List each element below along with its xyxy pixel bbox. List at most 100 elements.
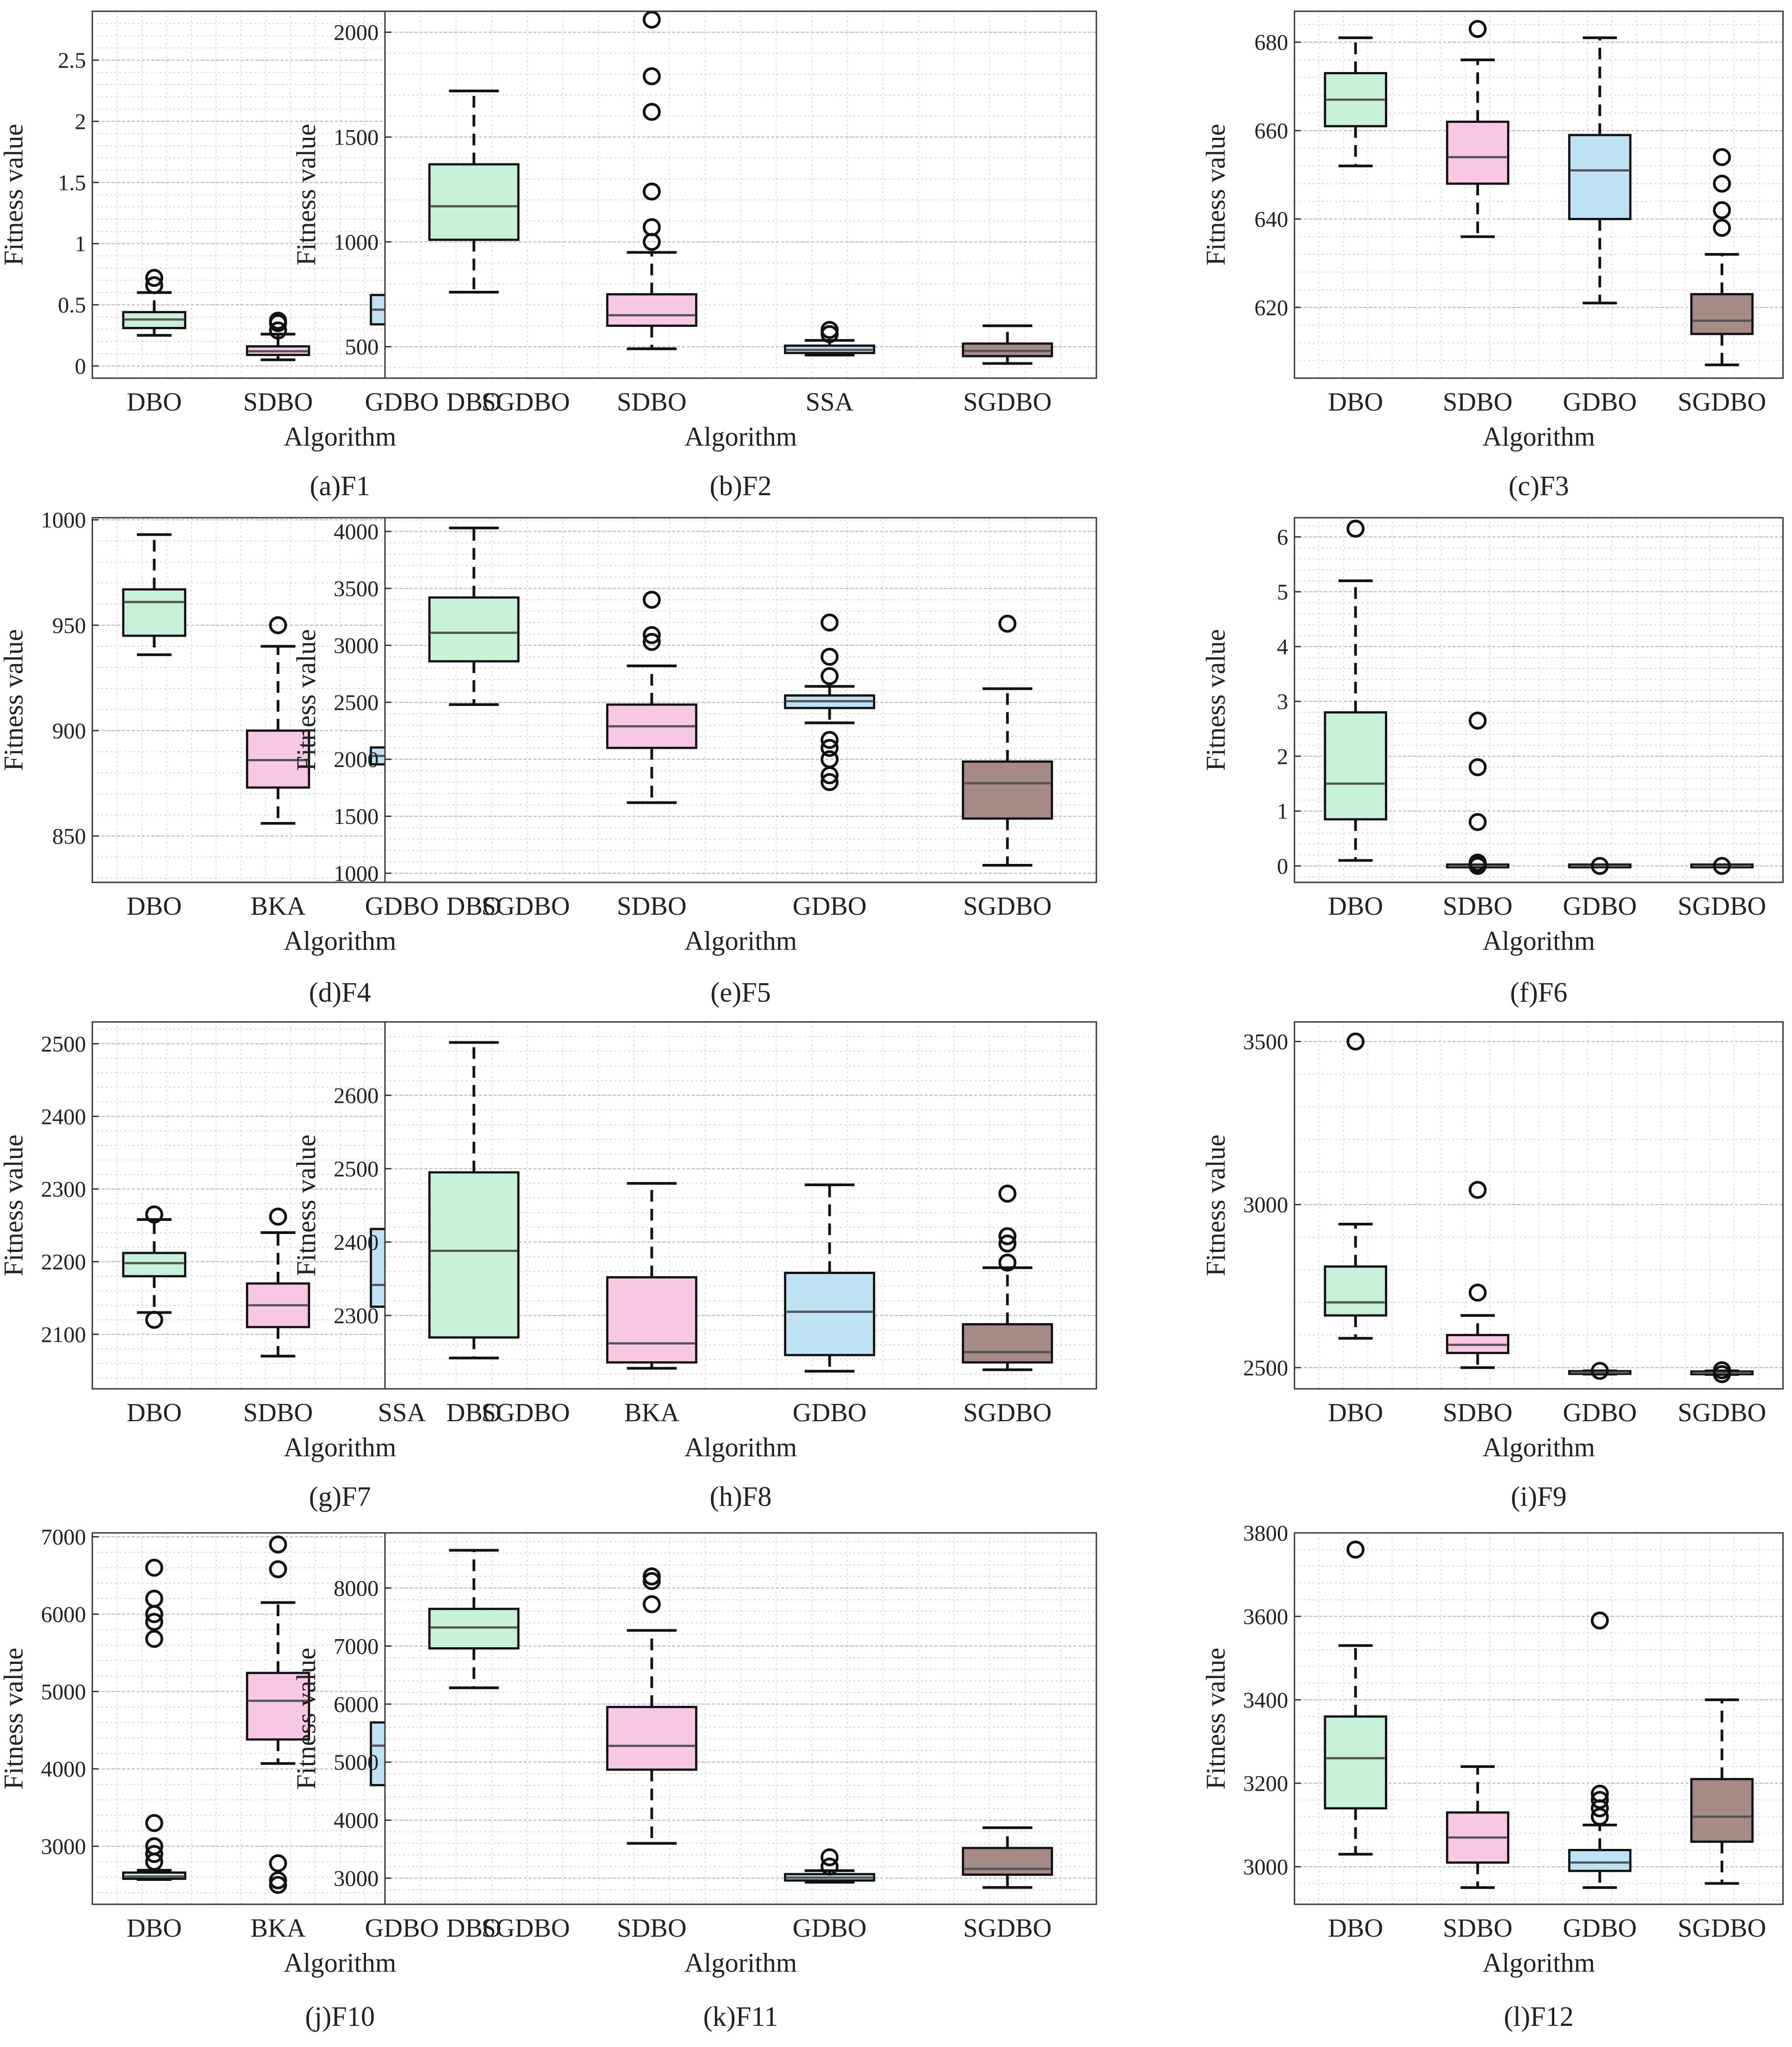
box-iqr bbox=[1568, 134, 1632, 221]
outlier-point bbox=[1591, 1785, 1609, 1803]
y-tick-label: 2500 bbox=[41, 1031, 86, 1056]
y-tick-label: 4 bbox=[1277, 634, 1288, 659]
outlier-point bbox=[145, 276, 163, 294]
outlier-point bbox=[1468, 20, 1487, 38]
box-gdbo bbox=[1568, 857, 1632, 875]
outlier-point bbox=[643, 67, 661, 86]
box-sdbo bbox=[1446, 711, 1510, 875]
panel-caption: (a)F1 bbox=[310, 471, 370, 502]
y-tick-label: 850 bbox=[52, 823, 86, 849]
outlier-point bbox=[1591, 857, 1609, 875]
grid-lines bbox=[385, 1533, 1096, 1904]
y-tick-label: 2500 bbox=[334, 1156, 379, 1181]
outlier-point bbox=[998, 615, 1017, 633]
x-category-label: GDBO bbox=[792, 1398, 866, 1427]
grid-lines bbox=[1294, 1532, 1783, 1904]
grid-lines bbox=[92, 1022, 588, 1389]
box-sdbo bbox=[606, 591, 697, 804]
outlier-point bbox=[145, 1837, 163, 1856]
outlier-point bbox=[145, 269, 163, 287]
x-category-label: SGDBO bbox=[1678, 387, 1766, 416]
outlier-point bbox=[820, 667, 839, 685]
y-tick-label: 1500 bbox=[334, 124, 379, 149]
x-axis-title: Algorithm bbox=[684, 1432, 797, 1462]
outlier-point bbox=[820, 1848, 839, 1866]
x-category-label: DBO bbox=[446, 1913, 501, 1943]
y-tick-label: 1000 bbox=[334, 861, 379, 886]
box-dbo bbox=[122, 269, 186, 337]
plot-frame bbox=[1294, 10, 1784, 379]
box-gdbo bbox=[1568, 1611, 1632, 1889]
chart-panel-8: 2300 2400 2500 2600 DBO BKA GDBO SGDBO Algorithm… bbox=[291, 1021, 1097, 1512]
y-tick-label: 6000 bbox=[334, 1691, 379, 1717]
y-axis-title: Fitness value bbox=[1201, 629, 1231, 771]
y-tick-label: 3000 bbox=[1243, 1854, 1288, 1880]
y-tick-label: 660 bbox=[1254, 118, 1288, 143]
y-tick-label: 2100 bbox=[41, 1322, 86, 1347]
y-tick-label: 2000 bbox=[334, 747, 379, 772]
outlier-point bbox=[1468, 1283, 1487, 1302]
x-category-label: SDBO bbox=[1443, 1398, 1513, 1427]
box-iqr bbox=[428, 596, 520, 663]
outlier-point bbox=[1346, 520, 1365, 538]
chart-panel-5: 1000 1500 2000 2500 3000 3500 4000 DBO SDBO GDBO S… bbox=[291, 517, 1097, 1008]
outlier-point bbox=[145, 1310, 163, 1329]
x-category-label: SDBO bbox=[1443, 387, 1513, 416]
outlier-point bbox=[1713, 201, 1731, 219]
outlier-point bbox=[145, 1630, 163, 1648]
x-axis-title: Algorithm bbox=[1483, 926, 1595, 956]
x-category-label: SDBO bbox=[1443, 1913, 1513, 1943]
x-category-label: DBO bbox=[446, 891, 501, 921]
box-ssa bbox=[784, 321, 875, 357]
y-axis-title: Fitness value bbox=[0, 1134, 28, 1276]
box-iqr bbox=[1690, 293, 1754, 335]
y-tick-label: 7000 bbox=[41, 1524, 86, 1550]
box-iqr bbox=[1324, 711, 1387, 821]
y-tick-label: 2400 bbox=[41, 1104, 86, 1129]
x-category-label: SDBO bbox=[617, 387, 687, 416]
box-bka bbox=[246, 1535, 310, 1894]
x-axis-title: Algorithm bbox=[284, 926, 396, 956]
y-tick-label: 1 bbox=[75, 231, 86, 256]
x-category-label: BKA bbox=[624, 1398, 679, 1427]
y-tick-label: 2000 bbox=[334, 20, 379, 45]
box-sdbo bbox=[1446, 20, 1510, 238]
outlier-point bbox=[1713, 148, 1731, 167]
box-sgdbo bbox=[962, 1184, 1053, 1371]
box-sgdbo bbox=[962, 1826, 1053, 1889]
y-axis-title: Fitness value bbox=[291, 1134, 321, 1276]
y-tick-label: 6000 bbox=[41, 1601, 86, 1627]
x-category-label: SGDBO bbox=[963, 891, 1052, 921]
plot-frame bbox=[384, 10, 1097, 379]
y-tick-label: 3800 bbox=[1243, 1520, 1288, 1545]
y-tick-label: 4000 bbox=[334, 1808, 379, 1833]
outlier-point bbox=[269, 321, 287, 340]
outlier-point bbox=[269, 1535, 287, 1554]
x-axis-title: Algorithm bbox=[1483, 422, 1595, 452]
x-category-label: SGDBO bbox=[481, 387, 570, 416]
box-dbo bbox=[122, 1205, 186, 1329]
box-iqr bbox=[962, 1847, 1053, 1876]
box-iqr bbox=[428, 1608, 520, 1650]
outlier-point bbox=[1346, 1541, 1365, 1559]
outlier-point bbox=[269, 1871, 287, 1889]
y-tick-label: 3500 bbox=[1243, 1029, 1288, 1054]
x-category-label: SGDBO bbox=[963, 387, 1052, 416]
x-category-label: SDBO bbox=[617, 1913, 687, 1943]
outlier-point bbox=[643, 103, 661, 121]
y-tick-label: 5000 bbox=[334, 1749, 379, 1775]
box-dbo bbox=[122, 533, 186, 656]
box-dbo bbox=[428, 89, 520, 294]
x-axis-title: Algorithm bbox=[284, 422, 396, 452]
outlier-point bbox=[1591, 1362, 1609, 1380]
x-category-label: SGDBO bbox=[963, 1913, 1052, 1943]
x-axis-title: Algorithm bbox=[684, 422, 797, 452]
box-sdbo bbox=[606, 10, 697, 350]
box-sgdbo bbox=[1690, 857, 1754, 875]
outlier-point bbox=[998, 1253, 1017, 1272]
x-category-label: SGDBO bbox=[1678, 1913, 1766, 1943]
x-category-label: GDBO bbox=[792, 891, 866, 921]
plot-frame bbox=[384, 1021, 1097, 1390]
chart-panel-2: 500 1000 1500 2000 DBO SDBO SSA SGDBO Algorithm F… bbox=[291, 10, 1097, 502]
x-category-label: DBO bbox=[1328, 891, 1383, 921]
